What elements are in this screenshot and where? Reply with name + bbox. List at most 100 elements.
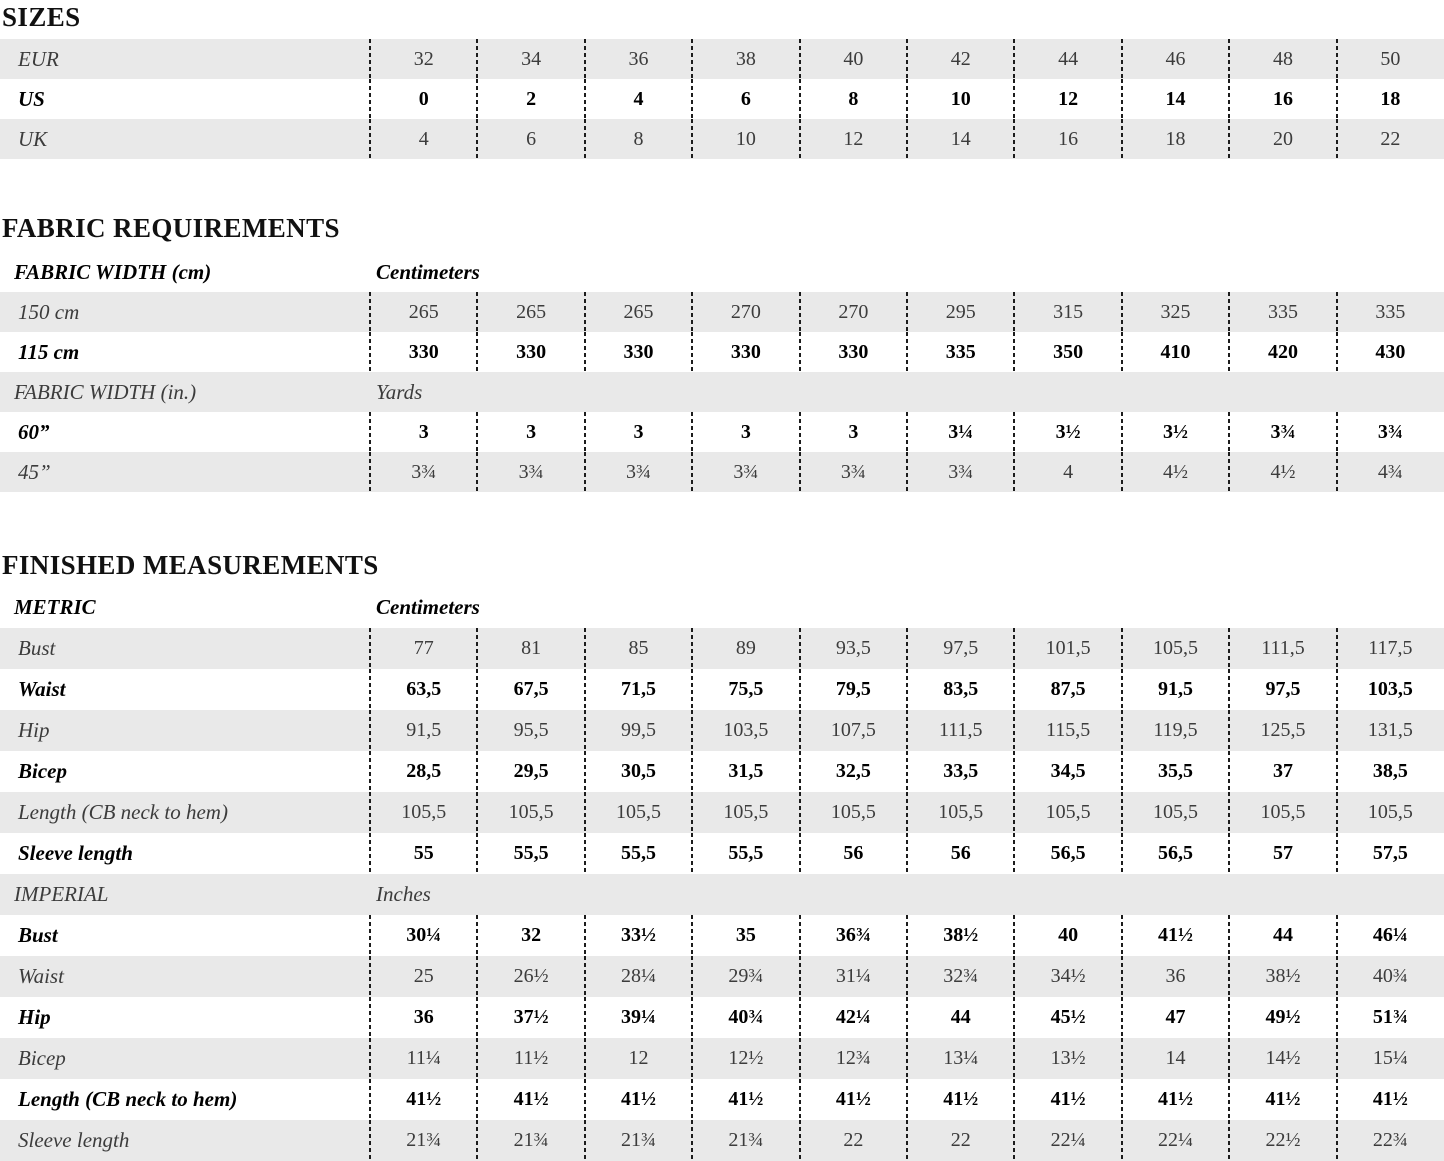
section-title: FABRIC REQUIREMENTS: [2, 213, 340, 243]
value-cell: 105,5: [476, 792, 584, 833]
value-cell: 22¾: [1335, 1120, 1444, 1161]
value-cell: 34: [476, 39, 584, 79]
value-cell: 56: [798, 833, 907, 874]
value-cell: 3¾: [1335, 412, 1444, 452]
value-cell: 3¾: [691, 452, 799, 492]
value-cell: 315: [1013, 292, 1121, 332]
value-cell: 55: [368, 833, 477, 874]
value-cell: 79,5: [798, 669, 907, 710]
row-label: US: [18, 86, 45, 111]
value-cell: 99,5: [583, 710, 692, 751]
value-cell: 44: [1228, 915, 1336, 956]
value-cell: 16: [1228, 79, 1336, 119]
table-row: FABRIC WIDTH (in.) Yards: [0, 372, 1444, 412]
value-cell: 40¾: [691, 997, 799, 1038]
value-cell: 4: [1013, 452, 1121, 492]
value-cell: 330: [368, 332, 477, 372]
value-cell: 95,5: [476, 710, 584, 751]
value-cell: 28,5: [368, 751, 477, 792]
value-cell: 4½: [1228, 452, 1336, 492]
value-cell: 46: [1120, 39, 1229, 79]
value-cell: 71,5: [583, 669, 692, 710]
row-label: 150 cm: [18, 299, 80, 324]
unit-label: Centimeters: [376, 595, 480, 619]
value-cell: 3: [798, 412, 907, 452]
value-cell: 14: [1120, 1038, 1229, 1079]
value-cell: 335: [1335, 292, 1444, 332]
value-cell: 270: [691, 292, 799, 332]
table-row: UK 4 6 8 10 12 14 16 18 20 22: [0, 119, 1444, 159]
value-cell: 14: [906, 119, 1014, 159]
table-row: Length (CB neck to hem) 105,5 105,5 105,5 10…: [0, 792, 1444, 833]
value-cell: 57: [1228, 833, 1336, 874]
value-cell: 3¾: [1228, 412, 1336, 452]
value-cell: 49½: [1228, 997, 1336, 1038]
row-label: Length (CB neck to hem): [18, 1087, 238, 1111]
value-cell: 22: [906, 1120, 1014, 1161]
value-cell: 3¾: [476, 452, 584, 492]
value-cell: 105,5: [583, 792, 692, 833]
value-cell: 37: [1228, 751, 1336, 792]
value-cell: 20: [1228, 119, 1336, 159]
row-label: Waist: [18, 964, 64, 988]
value-cell: 32: [368, 39, 477, 79]
value-cell: 22: [798, 1120, 907, 1161]
value-cell: 105,5: [1228, 792, 1336, 833]
value-cell: 11¼: [368, 1038, 477, 1079]
unit-label: Inches: [376, 882, 431, 906]
value-cell: 41½: [1013, 1079, 1121, 1120]
value-cell: 48: [1228, 39, 1336, 79]
value-cell: 32¾: [906, 956, 1014, 997]
value-cell: 22½: [1228, 1120, 1336, 1161]
value-cell: 410: [1120, 332, 1229, 372]
value-cell: 32,5: [798, 751, 907, 792]
value-cell: 34½: [1013, 956, 1121, 997]
value-cell: 83,5: [906, 669, 1014, 710]
row-label: Bust: [18, 636, 56, 660]
row-label: Hip: [18, 718, 50, 742]
value-cell: 21¾: [583, 1120, 692, 1161]
value-cell: 3¾: [583, 452, 692, 492]
value-cell: 131,5: [1335, 710, 1444, 751]
value-cell: 335: [906, 332, 1014, 372]
value-cell: 335: [1228, 292, 1336, 332]
value-cell: 44: [906, 997, 1014, 1038]
value-cell: 45½: [1013, 997, 1121, 1038]
value-cell: 56,5: [1120, 833, 1229, 874]
value-cell: 430: [1335, 332, 1444, 372]
table-row: Waist 25 26½ 28¼ 29¾ 31¼ 32¾ 34½ 36 38½ 40¾: [0, 956, 1444, 997]
value-cell: 41½: [691, 1079, 799, 1120]
value-cell: 40: [798, 39, 907, 79]
value-cell: 91,5: [1120, 669, 1229, 710]
table-row: 115 cm 330 330 330 330 330 335 350 410 420 430: [0, 332, 1444, 372]
value-cell: 41½: [798, 1079, 907, 1120]
value-cell: 15¼: [1335, 1038, 1444, 1079]
value-cell: 101,5: [1013, 628, 1121, 669]
value-cell: 10: [906, 79, 1014, 119]
value-cell: 4: [583, 79, 692, 119]
value-cell: 105,5: [368, 792, 477, 833]
value-cell: 8: [583, 119, 692, 159]
table-row: 150 cm 265 265 265 270 270 295 315 325 335 335: [0, 292, 1444, 332]
value-cell: 3¾: [906, 452, 1014, 492]
row-label: METRIC: [14, 595, 96, 619]
value-cell: 57,5: [1335, 833, 1444, 874]
value-cell: 33,5: [906, 751, 1014, 792]
value-cell: 38½: [906, 915, 1014, 956]
value-cell: 3¼: [906, 412, 1014, 452]
value-cell: 36: [1120, 956, 1229, 997]
value-cell: 40¾: [1335, 956, 1444, 997]
table-row: Hip 36 37½ 39¼ 40¾ 42¼ 44 45½ 47 49½ 51¾: [0, 997, 1444, 1038]
value-cell: 77: [368, 628, 477, 669]
section-finished-measurements: FINISHED MEASUREMENTS METRIC Centimeters B…: [0, 550, 1444, 1161]
section-sizes: SIZES EUR 32 34 36 38 40 42 44 46 48 50 US 0 2 4 6 8 10 12…: [0, 0, 1444, 159]
value-cell: 265: [368, 292, 477, 332]
table-row: Hip 91,5 95,5 99,5 103,5 107,5 111,5 115,5 119,5…: [0, 710, 1444, 751]
value-cell: 41½: [1228, 1079, 1336, 1120]
value-cell: 14½: [1228, 1038, 1336, 1079]
value-cell: 21¾: [368, 1120, 477, 1161]
value-cell: 36: [583, 39, 692, 79]
value-cell: 4½: [1120, 452, 1229, 492]
value-cell: 41½: [476, 1079, 584, 1120]
value-cell: 125,5: [1228, 710, 1336, 751]
